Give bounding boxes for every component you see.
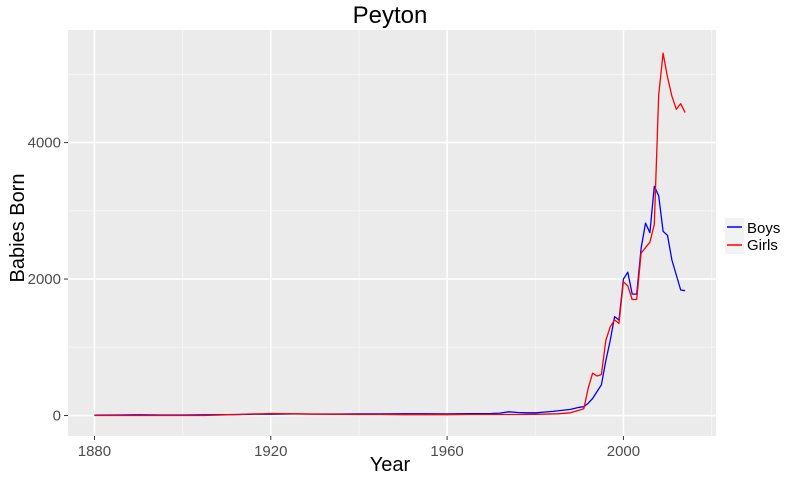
y-tick-label: 0 xyxy=(53,408,61,425)
y-axis-title: Babies Born xyxy=(7,174,29,283)
y-tick-label: 4000 xyxy=(28,135,61,152)
legend: Boys Girls xyxy=(725,218,780,254)
x-axis-title: Year xyxy=(370,454,411,476)
series-lines xyxy=(94,52,686,417)
series-line-girls xyxy=(94,52,686,417)
minor-gridlines xyxy=(68,30,716,436)
x-tick-label: 1960 xyxy=(430,443,463,460)
x-tick-label: 2000 xyxy=(607,443,640,460)
legend-label-girls: Girls xyxy=(747,237,778,254)
x-axis-ticks: 1880 1920 1960 2000 xyxy=(78,436,640,460)
chart-title: Peyton xyxy=(353,2,428,29)
y-axis-ticks: 0 2000 4000 xyxy=(28,135,68,425)
legend-label-boys: Boys xyxy=(747,220,780,237)
y-tick-label: 2000 xyxy=(28,271,61,288)
x-tick-label: 1880 xyxy=(78,443,111,460)
x-tick-label: 1920 xyxy=(254,443,287,460)
plot-panel xyxy=(68,30,716,436)
